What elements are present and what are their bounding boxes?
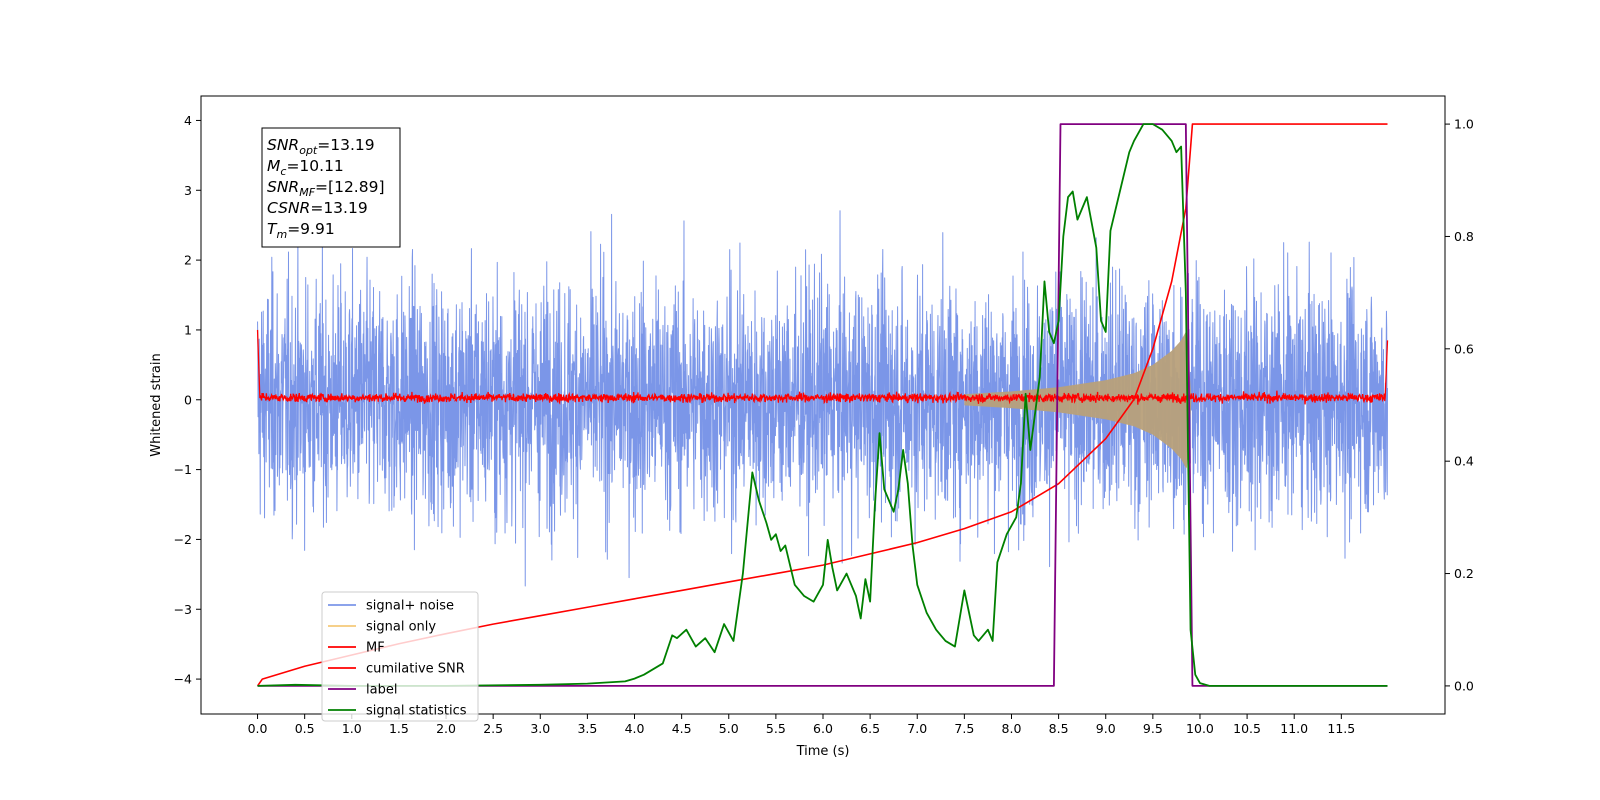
y-tick-label-left: −4 [174, 672, 192, 687]
legend: signal+ noise signal only MF cumilative SNR… [321, 591, 479, 722]
x-tick-label: 8.0 [1002, 721, 1022, 736]
x-tick-label: 8.5 [1049, 721, 1069, 736]
series-mf [256, 329, 1389, 405]
x-tick-label: 7.5 [954, 721, 974, 736]
y-tick-label-right: 0.4 [1454, 454, 1474, 469]
x-tick-label: 7.0 [907, 721, 927, 736]
x-tick-label: 3.5 [577, 721, 597, 736]
legend-label: MF [366, 641, 385, 656]
legend-label: cumilative SNR [366, 662, 465, 677]
x-tick-label: 10.0 [1186, 721, 1214, 736]
x-tick-label: 9.0 [1096, 721, 1116, 736]
annotation-frame [261, 127, 401, 248]
annotation-box: SNRopt=13.19Mc=10.11SNRMF=[12.89]CSNR=13… [261, 127, 401, 248]
x-tick-label: 2.0 [436, 721, 456, 736]
x-tick-label: 1.5 [389, 721, 409, 736]
y-tick-label-left: 1 [184, 322, 192, 337]
y-tick-label-right: 1.0 [1454, 117, 1474, 132]
x-tick-label: 6.0 [813, 721, 833, 736]
legend-frame [321, 591, 479, 722]
y-tick-label-left: 0 [184, 392, 192, 407]
annotation-line: Mc=10.11 [267, 157, 344, 178]
y-tick-label-left: −2 [174, 532, 192, 547]
x-tick-label: 4.0 [625, 721, 645, 736]
annotation-line: Tm=9.91 [267, 220, 335, 241]
y-tick-label-right: 0.0 [1454, 678, 1474, 693]
y-tick-label-right: 0.6 [1454, 341, 1474, 356]
x-axis-label: Time (s) [796, 744, 850, 759]
legend-label: label [366, 683, 397, 698]
x-tick-label: 0.0 [248, 721, 268, 736]
y-tick-label-left: 2 [184, 253, 192, 268]
x-tick-label: 1.0 [342, 721, 362, 736]
annotation-line: SNRopt=13.19 [267, 136, 375, 157]
y-tick-label-left: −3 [174, 602, 192, 617]
legend-label: signal only [366, 620, 436, 635]
y-axis-label-left: Whitened strain [149, 353, 164, 456]
series-signal-noise [257, 210, 1389, 587]
legend-label: signal+ noise [366, 599, 454, 614]
x-tick-label: 2.5 [483, 721, 503, 736]
x-tick-label: 10.5 [1233, 721, 1261, 736]
x-tick-label: 11.0 [1280, 721, 1308, 736]
x-tick-label: 5.0 [719, 721, 739, 736]
series-signal-statistics [257, 123, 1388, 687]
x-tick-label: 9.5 [1143, 721, 1163, 736]
annotation-line: SNRMF=[12.89] [267, 178, 385, 199]
annotation-line: CSNR=13.19 [267, 199, 368, 217]
y-tick-label-left: 3 [184, 183, 192, 198]
y-tick-label-left: −1 [174, 462, 192, 477]
x-tick-label: 11.5 [1327, 721, 1355, 736]
y-tick-label-right: 0.8 [1454, 229, 1474, 244]
x-tick-label: 0.5 [295, 721, 315, 736]
series-signal-only [964, 331, 1192, 469]
y-tick-label-right: 0.2 [1454, 566, 1474, 581]
y-tick-label-left: 4 [184, 113, 192, 128]
x-tick-label: 6.5 [860, 721, 880, 736]
x-tick-label: 3.0 [530, 721, 550, 736]
x-tick-label: 4.5 [672, 721, 692, 736]
x-tick-label: 5.5 [766, 721, 786, 736]
legend-label: signal statistics [366, 704, 467, 719]
axes: 0.0 0.5 1.0 1.5 2.0 2.5 3.0 3.5 4.0 4.5 5.0 5.5 6.0 6… [174, 113, 1474, 736]
